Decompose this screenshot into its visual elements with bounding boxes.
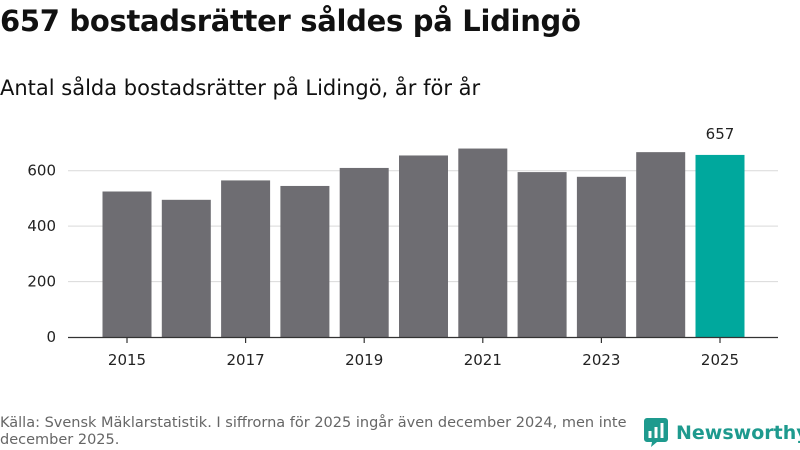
x-tick-label: 2017 (227, 351, 265, 369)
bar-2024 (636, 152, 686, 337)
bar-2015 (102, 191, 152, 337)
bars (102, 148, 745, 337)
bar-2016 (161, 199, 211, 337)
axes (68, 336, 778, 343)
data-label-2025: 657 (706, 125, 735, 143)
x-tick-label: 2021 (464, 351, 502, 369)
y-tick-label: 400 (27, 217, 56, 235)
bar-2022 (517, 172, 567, 337)
chart-title: 657 bostadsrätter såldes på Lidingö (0, 4, 581, 38)
bar-2021 (458, 148, 508, 337)
x-tick-label: 2015 (108, 351, 146, 369)
labels: 0 200 400 600 2015 2017 2019 2021 2023 2025 657 (27, 125, 739, 369)
y-tick-label: 600 (27, 162, 56, 180)
bar-2018 (280, 185, 330, 337)
chart-subtitle: Antal sålda bostadsrätter på Lidingö, år… (0, 76, 481, 100)
bar-2023 (576, 176, 626, 337)
bar-2025 (695, 154, 745, 337)
newsworthy-logo: Newsworthy (644, 418, 800, 447)
logo-text: Newsworthy (676, 421, 800, 444)
bar-2019 (339, 167, 389, 337)
x-tick-label: 2019 (345, 351, 383, 369)
source-note: Källa: Svensk Mäklarstatistik. I siffror… (0, 415, 627, 448)
x-tick-label: 2025 (701, 351, 739, 369)
x-tick-label: 2023 (582, 351, 620, 369)
newsworthy-logo-icon (644, 418, 668, 447)
y-tick-label: 200 (27, 273, 56, 291)
bar-2020 (399, 155, 448, 337)
bar-chart: 0 200 400 600 2015 2017 2019 2021 2023 2025 657 (27, 125, 778, 369)
y-tick-label: 0 (46, 328, 56, 346)
bar-2017 (221, 180, 271, 337)
